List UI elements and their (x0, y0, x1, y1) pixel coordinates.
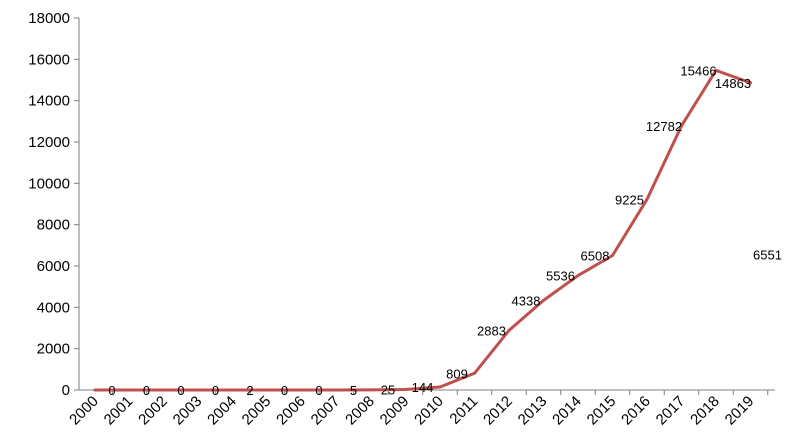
data-label: 144 (412, 380, 434, 395)
data-label: 9225 (615, 192, 644, 207)
data-point (162, 388, 166, 392)
y-tick-label: 16000 (28, 51, 70, 68)
y-tick-label: 6000 (37, 258, 70, 275)
x-tick-label: 2019 (722, 393, 758, 429)
data-point (542, 298, 545, 302)
y-tick-label: 10000 (28, 175, 70, 192)
data-label: 2883 (477, 323, 506, 338)
data-label: 12782 (646, 119, 682, 134)
data-label: 6508 (581, 249, 610, 264)
x-tick-label: 2011 (446, 393, 481, 428)
data-point (93, 388, 97, 392)
data-point (438, 385, 442, 389)
data-label: 14863 (715, 76, 751, 91)
x-tick-label: 2002 (135, 393, 171, 429)
y-axis: 0 2000 4000 6000 8000 10000 12000 14000 16000 180… (28, 10, 80, 399)
x-tick-label: 2010 (411, 393, 447, 429)
data-label: 0 (177, 383, 184, 398)
x-tick-label: 2012 (480, 393, 516, 429)
series-line (93, 68, 752, 392)
data-label: 15466 (680, 63, 716, 78)
data-point (128, 388, 131, 392)
x-tick-label: 2013 (515, 393, 551, 429)
data-point (266, 388, 269, 392)
data-label: 0 (315, 383, 322, 398)
data-label: 6551 (753, 248, 782, 263)
data-point (335, 388, 338, 392)
data-point (197, 388, 200, 392)
data-label: 0 (108, 383, 115, 398)
series-layer (93, 68, 752, 392)
y-tick-label: 12000 (28, 134, 70, 151)
y-tick-label: 4000 (37, 299, 70, 316)
x-tick-label: 2000 (66, 393, 102, 429)
x-tick-label: 2009 (377, 393, 413, 429)
x-tick-label: 2018 (687, 393, 723, 429)
data-label: 809 (446, 366, 468, 381)
data-point (300, 388, 304, 392)
data-point (611, 254, 614, 258)
data-labels: 0 0 0 0 2 0 0 5 25 144 809 2883 4338 5536 6508 9225 1278… (108, 63, 782, 398)
data-label: 5 (350, 383, 357, 398)
y-tick-label: 8000 (37, 217, 70, 234)
data-label: 0 (281, 383, 288, 398)
y-tick-label: 14000 (28, 93, 70, 110)
data-point (369, 388, 373, 392)
data-point (404, 387, 407, 391)
data-point (231, 388, 235, 392)
data-label: 2 (246, 383, 253, 398)
y-tick-label: 18000 (28, 10, 70, 27)
x-tick-label: 2005 (239, 393, 275, 429)
data-label: 5536 (546, 269, 575, 284)
x-tick-label: 2016 (618, 393, 654, 429)
data-point (680, 124, 683, 128)
data-label: 0 (143, 383, 150, 398)
x-tick-label: 2015 (584, 393, 620, 429)
data-point (749, 81, 752, 85)
y-tick-label: 0 (62, 382, 70, 399)
data-label: 0 (212, 383, 219, 398)
x-tick-label: 2014 (549, 393, 585, 429)
x-tick-label: 2003 (170, 393, 206, 429)
data-point (576, 274, 580, 278)
data-point (473, 371, 476, 375)
x-tick-label: 2004 (204, 393, 240, 429)
x-tick-label: 2017 (653, 393, 689, 429)
data-point (714, 68, 718, 72)
x-axis: 2000200120022003200420052006200720082009… (66, 389, 775, 429)
x-tick-label: 2006 (273, 393, 309, 429)
data-point (645, 197, 649, 201)
data-point (507, 328, 511, 332)
x-tick-label: 2007 (308, 393, 344, 429)
x-tick-label: 2001 (101, 393, 137, 429)
data-label: 25 (381, 382, 395, 397)
data-label: 4338 (512, 293, 541, 308)
x-tick-label: 2008 (342, 393, 378, 429)
y-tick-label: 2000 (37, 341, 70, 358)
